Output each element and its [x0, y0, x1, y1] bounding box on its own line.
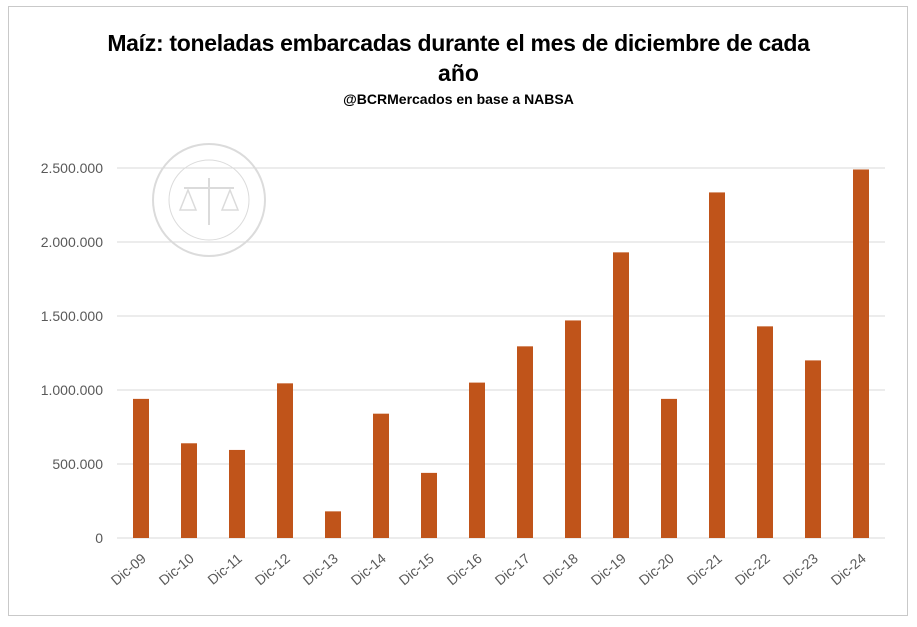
bar-dic-24	[853, 169, 869, 539]
x-tick-label: Dic-24	[828, 550, 869, 588]
bars	[133, 169, 869, 539]
x-axis-ticks: Dic-09 Dic-10 Dic-11 Dic-12 Dic-13 Dic-14 Dic-…	[108, 550, 869, 588]
y-tick-label: 1.500.000	[41, 308, 103, 324]
bar-dic-19	[613, 252, 629, 539]
x-tick-label: Dic-10	[156, 550, 197, 588]
x-tick-label: Dic-16	[444, 550, 485, 588]
x-tick-label: Dic-19	[588, 550, 629, 588]
bar-dic-21	[709, 192, 725, 539]
bar-dic-22	[757, 326, 773, 538]
y-tick-label: 500.000	[52, 456, 103, 472]
bar-dic-11	[229, 449, 245, 538]
y-tick-label: 0	[95, 530, 103, 546]
x-tick-label: Dic-14	[348, 550, 389, 588]
y-tick-label: 2.500.000	[41, 160, 103, 176]
x-tick-label: Dic-18	[540, 550, 581, 588]
bar-dic-16	[469, 382, 485, 538]
y-tick-label: 2.000.000	[41, 234, 103, 250]
y-tick-label: 1.000.000	[41, 382, 103, 398]
bar-dic-20	[661, 398, 677, 538]
bar-dic-10	[181, 443, 197, 538]
x-tick-label: Dic-21	[684, 550, 725, 588]
x-tick-label: Dic-09	[108, 550, 149, 588]
bar-dic-15	[421, 472, 437, 538]
bar-dic-09	[133, 398, 149, 538]
bar-dic-18	[565, 320, 581, 538]
x-tick-label: Dic-23	[780, 550, 821, 588]
bar-dic-14	[373, 413, 389, 538]
x-tick-label: Dic-11	[204, 550, 245, 588]
watermark-seal	[152, 143, 266, 257]
chart-title: Maíz: toneladas embarcadas durante el me…	[107, 30, 810, 56]
bar-dic-12	[277, 383, 293, 538]
bar-dic-17	[517, 346, 533, 538]
x-tick-label: Dic-13	[300, 550, 341, 588]
x-tick-label: Dic-22	[732, 550, 773, 588]
bar-dic-23	[805, 360, 821, 538]
x-tick-label: Dic-17	[492, 550, 533, 588]
chart-subtitle: @BCRMercados en base a NABSA	[343, 91, 574, 107]
chart-title-continued: año	[438, 60, 479, 86]
x-tick-label: Dic-12	[252, 550, 293, 588]
y-axis-ticks: 0 500.000 1.000.000 1.500.000 2.000.000 2.500…	[41, 160, 104, 546]
x-tick-label: Dic-15	[396, 550, 437, 588]
bar-dic-13	[325, 511, 341, 538]
x-tick-label: Dic-20	[636, 550, 677, 588]
